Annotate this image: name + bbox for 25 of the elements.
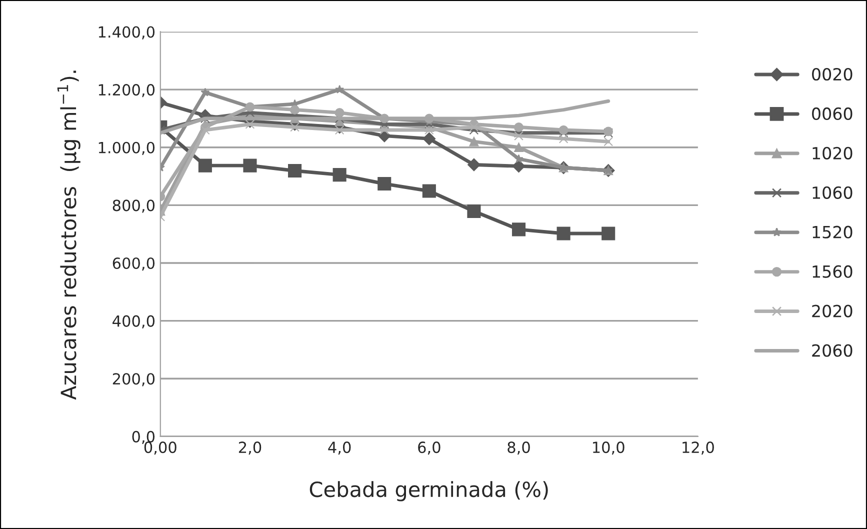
y-tick-label: 0,0: [132, 430, 155, 444]
legend-label: 2020: [812, 304, 852, 318]
legend-label: 1520: [812, 226, 852, 238]
x-tick-label: 4,0: [328, 442, 351, 455]
x-tick-label: 8,0: [508, 442, 530, 455]
y-tick-label: 400,0: [112, 315, 155, 328]
legend-label: 2060: [812, 344, 852, 357]
legend-label: 0060: [812, 107, 852, 120]
y-axis-title: Azucares reductores (µg ml$^{−1}$).: [57, 70, 80, 400]
x-axis-title: Cebada germinada (%): [310, 481, 548, 502]
x-tick-label: 2,0: [238, 442, 262, 455]
y-tick-label: 800,0: [112, 200, 155, 213]
y-tick-label: 600,0: [112, 257, 155, 271]
x-tick-label: 6,0: [418, 442, 440, 455]
legend-label: 1020: [812, 146, 852, 160]
y-tick-label: 200,0: [112, 373, 155, 386]
x-tick-label: 0,00: [144, 442, 176, 455]
legend-label: 1060: [812, 186, 852, 199]
y-tick-label: 1.400,0: [98, 26, 155, 40]
y-tick-label: 1.000,0: [98, 142, 155, 155]
x-tick-label: 12,0: [682, 442, 714, 455]
y-tick-label: 1.200,0: [98, 84, 155, 98]
x-tick-label: 10,0: [593, 442, 624, 455]
legend-label: 0020: [812, 68, 852, 81]
legend-label: 1560: [812, 265, 852, 278]
